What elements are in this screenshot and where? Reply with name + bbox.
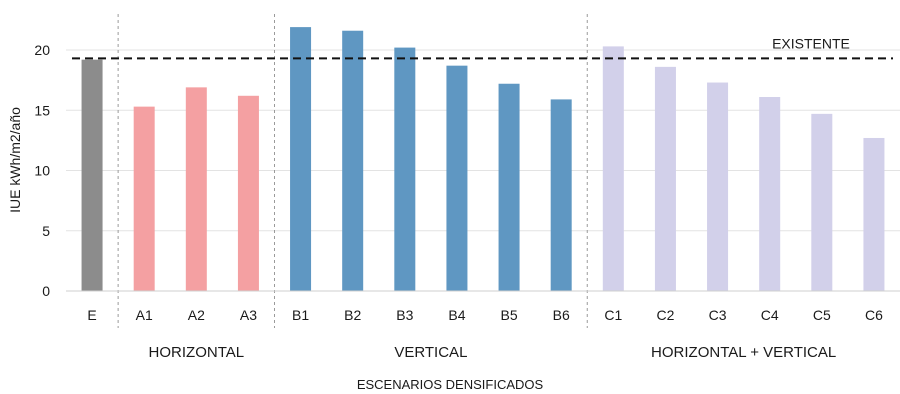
- bar-C1: [602, 46, 624, 292]
- x-tick-label: E: [87, 307, 96, 323]
- x-tick-label: B4: [448, 307, 465, 323]
- x-tick-label: A2: [188, 307, 205, 323]
- x-tick-label: A1: [136, 307, 153, 323]
- group-separators: [117, 14, 588, 328]
- x-tick-label: C3: [709, 307, 727, 323]
- bar-B5: [498, 83, 520, 292]
- bar-B6: [550, 99, 572, 291]
- x-tick-label: B3: [396, 307, 413, 323]
- x-tick-label: B6: [553, 307, 570, 323]
- y-tick-label: 0: [42, 283, 50, 299]
- bar-C3: [707, 82, 729, 291]
- x-tick-label: C1: [604, 307, 622, 323]
- y-tick-label: 10: [34, 163, 50, 179]
- x-tick-label: C2: [656, 307, 674, 323]
- bar-C5: [811, 113, 833, 292]
- bars: [81, 27, 885, 292]
- group-label: HORIZONTAL + VERTICAL: [651, 344, 836, 361]
- bar-B3: [394, 47, 416, 292]
- bar-C6: [863, 137, 885, 291]
- x-tick-label: C6: [865, 307, 883, 323]
- x-tick-label: B5: [501, 307, 518, 323]
- x-axis-label: ESCENARIOS DENSIFICADOS: [357, 377, 544, 392]
- x-tick-label: A3: [240, 307, 257, 323]
- y-tick-label: 15: [34, 102, 50, 118]
- bar-C2: [654, 66, 676, 292]
- bar-A3: [237, 95, 259, 291]
- y-tick-label: 5: [42, 223, 50, 239]
- group-label: VERTICAL: [394, 344, 467, 361]
- bar-B4: [446, 65, 468, 291]
- x-tick-label: B2: [344, 307, 361, 323]
- y-axis-label: IUE kWh/m2/año: [7, 107, 23, 213]
- group-labels: HORIZONTAL VERTICAL HORIZONTAL + VERTICAL: [149, 344, 837, 361]
- bar-A1: [133, 106, 155, 291]
- group-label: HORIZONTAL: [149, 344, 245, 361]
- x-tick-label: C4: [761, 307, 779, 323]
- x-axis-ticks: E A1 A2 A3 B1 B2 B3 B4 B5 B6 C1 C2 C3 C4 C5 C6: [87, 307, 883, 323]
- bar-B2: [342, 30, 364, 291]
- y-axis-ticks: 0 5 10 15 20: [34, 42, 50, 299]
- x-tick-label: B1: [292, 307, 309, 323]
- bar-A2: [185, 87, 207, 291]
- bar-E: [81, 59, 103, 291]
- x-tick-label: C5: [813, 307, 831, 323]
- reference-line-label: EXISTENTE: [772, 35, 850, 51]
- bar-B1: [290, 27, 312, 291]
- y-tick-label: 20: [34, 42, 50, 58]
- bar-C4: [759, 96, 781, 292]
